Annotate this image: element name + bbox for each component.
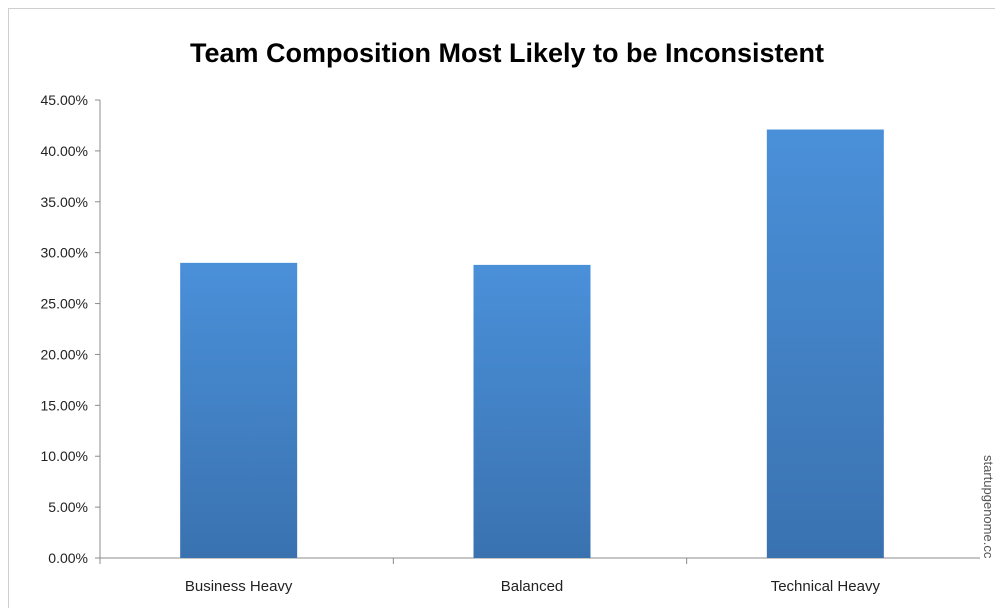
y-tick-label: 30.00% (41, 245, 88, 261)
x-category-label: Balanced (501, 578, 564, 595)
x-category-label: Business Heavy (185, 578, 293, 595)
bar (766, 129, 884, 558)
x-category-label: Technical Heavy (771, 578, 881, 595)
bar (180, 262, 298, 558)
y-tick-label: 15.00% (41, 397, 88, 413)
y-tick-label: 10.00% (41, 448, 88, 464)
y-tick-label: 25.00% (41, 296, 88, 312)
x-category-labels: Business Heavy Balanced Technical Heavy (185, 578, 881, 595)
y-tick-label: 0.00% (48, 550, 88, 566)
watermark: startupgenome.cc (981, 455, 995, 559)
chart-title: Team Composition Most Likely to be Incon… (190, 38, 824, 68)
y-tick-label: 40.00% (41, 143, 88, 159)
y-tick-labels: 0.00% 5.00% 10.00% 15.00% 20.00% 25.00% 30.00%… (41, 92, 88, 566)
bars (180, 129, 884, 558)
y-tick-label: 5.00% (48, 499, 88, 515)
chart-frame (8, 8, 995, 608)
y-tick-label: 35.00% (41, 194, 88, 210)
bar (473, 264, 591, 558)
y-tick-label: 45.00% (41, 92, 88, 108)
y-tick-label: 20.00% (41, 346, 88, 362)
